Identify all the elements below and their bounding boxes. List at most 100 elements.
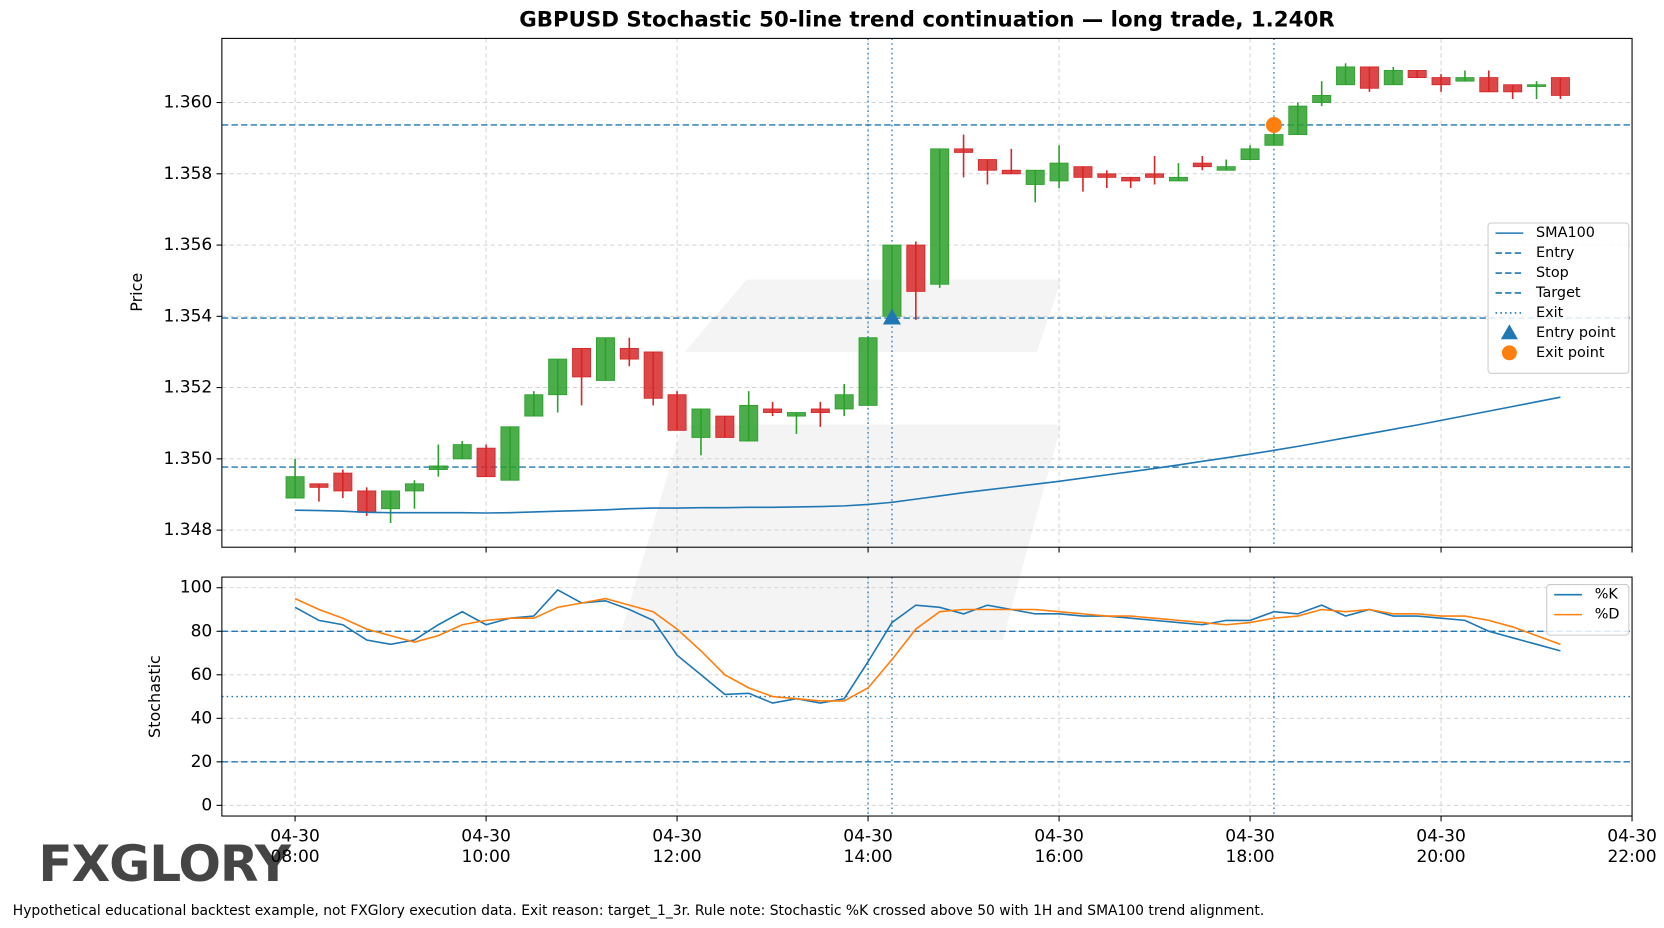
legend-box xyxy=(1487,222,1630,374)
candle-body xyxy=(715,415,735,438)
y-tick-label: 1.356 xyxy=(163,235,212,255)
chart-title: GBPUSD Stochastic 50-line trend continua… xyxy=(519,7,1335,32)
candle-body xyxy=(1359,66,1379,89)
candle-body xyxy=(524,394,544,417)
y-tick-label: 1.360 xyxy=(163,93,212,113)
candle-body xyxy=(1431,77,1451,86)
candle-body xyxy=(1240,148,1260,160)
y-axis-label: Stochastic xyxy=(145,655,164,738)
y-axis-label: Price xyxy=(127,273,146,312)
candle-body xyxy=(930,148,950,285)
series-line xyxy=(294,588,1561,704)
candle-body xyxy=(285,476,305,499)
legend-label: Entry point xyxy=(1536,325,1616,341)
candle-body xyxy=(309,483,329,488)
candle-body xyxy=(595,337,615,381)
legend-label: %K xyxy=(1595,587,1619,603)
candle-body xyxy=(977,159,997,171)
legend-label: Entry xyxy=(1536,245,1575,261)
candle-body xyxy=(1407,70,1427,79)
candle-body xyxy=(1264,134,1284,146)
x-tick-label: 04-30 20:00 xyxy=(1416,825,1466,867)
candle-body xyxy=(906,244,926,292)
y-tick-label: 40 xyxy=(191,708,213,728)
y-tick-label: 100 xyxy=(180,578,213,598)
exit-marker xyxy=(1265,116,1282,133)
watermark xyxy=(618,279,1062,641)
candle-body xyxy=(786,412,806,417)
footnote: Hypothetical educational backtest exampl… xyxy=(12,903,1265,920)
x-tick-label: 04-30 12:00 xyxy=(652,825,702,867)
series-line xyxy=(294,597,1561,702)
candle-body xyxy=(452,444,472,460)
legend-label: SMA100 xyxy=(1536,225,1595,241)
y-tick-label: 60 xyxy=(191,665,213,685)
candle-body xyxy=(882,244,902,317)
y-tick-label: 1.354 xyxy=(163,306,212,326)
candle-body xyxy=(691,408,711,438)
candle-body xyxy=(333,472,353,492)
candle-body xyxy=(763,408,783,413)
y-tick-label: 0 xyxy=(201,795,212,815)
sma-line xyxy=(295,396,1561,514)
candle-body xyxy=(1455,77,1475,82)
candle-body xyxy=(643,351,663,399)
candle-body xyxy=(1503,84,1523,93)
candle-body xyxy=(357,490,377,513)
candle-body xyxy=(1192,162,1212,168)
x-tick-label: 04-30 08:00 xyxy=(270,825,320,867)
candle-body xyxy=(858,337,878,406)
candle-body xyxy=(1288,105,1308,136)
legend-swatch xyxy=(1501,345,1517,361)
candle-body xyxy=(739,404,759,442)
candle-body xyxy=(1216,166,1236,171)
candle-body xyxy=(548,358,568,396)
candle-body xyxy=(1383,70,1403,86)
legend-swatch xyxy=(1500,324,1518,340)
axes-frame xyxy=(221,37,1633,548)
legend-label: Exit xyxy=(1536,305,1564,321)
candle-body xyxy=(954,148,974,153)
candle-body xyxy=(1049,162,1069,182)
candle-body xyxy=(1527,84,1547,87)
entry-marker xyxy=(882,308,902,325)
candle-body xyxy=(381,490,401,510)
x-tick-label: 04-30 18:00 xyxy=(1225,825,1275,867)
candle-body xyxy=(619,347,639,360)
y-tick-label: 20 xyxy=(191,752,213,772)
candle-body xyxy=(1336,66,1356,86)
candle-body xyxy=(1145,173,1165,178)
logo: FXGLORY xyxy=(38,835,291,894)
y-tick-label: 1.348 xyxy=(163,520,212,540)
legend-label: Exit point xyxy=(1536,345,1605,361)
candle-body xyxy=(1550,77,1570,96)
y-tick-label: 1.350 xyxy=(163,449,212,469)
legend-label: %D xyxy=(1595,607,1620,623)
candle-body xyxy=(834,394,854,410)
legend-label: Target xyxy=(1535,285,1581,301)
candle-body xyxy=(1121,176,1141,182)
candle-body xyxy=(1479,77,1499,93)
candle-body xyxy=(428,465,448,470)
candle-body xyxy=(810,408,830,413)
candle-body xyxy=(1073,166,1093,178)
legend-box xyxy=(1546,584,1630,636)
candle-body xyxy=(572,347,592,378)
candle-body xyxy=(476,447,496,478)
candle-body xyxy=(667,394,687,431)
candle-body xyxy=(1168,176,1188,182)
x-tick-label: 04-30 10:00 xyxy=(461,825,511,867)
y-tick-label: 1.352 xyxy=(163,378,212,398)
legend-label: Stop xyxy=(1536,265,1569,281)
candle-body xyxy=(1097,173,1117,178)
candle-body xyxy=(1025,169,1045,185)
candle-body xyxy=(500,426,520,481)
x-tick-label: 04-30 16:00 xyxy=(1034,825,1084,867)
y-tick-label: 1.358 xyxy=(163,164,212,184)
axes-frame xyxy=(221,576,1633,817)
y-tick-label: 80 xyxy=(191,621,213,641)
candle-body xyxy=(1001,169,1021,175)
x-tick-label: 04-30 22:00 xyxy=(1607,825,1657,867)
x-tick-label: 04-30 14:00 xyxy=(843,825,893,867)
